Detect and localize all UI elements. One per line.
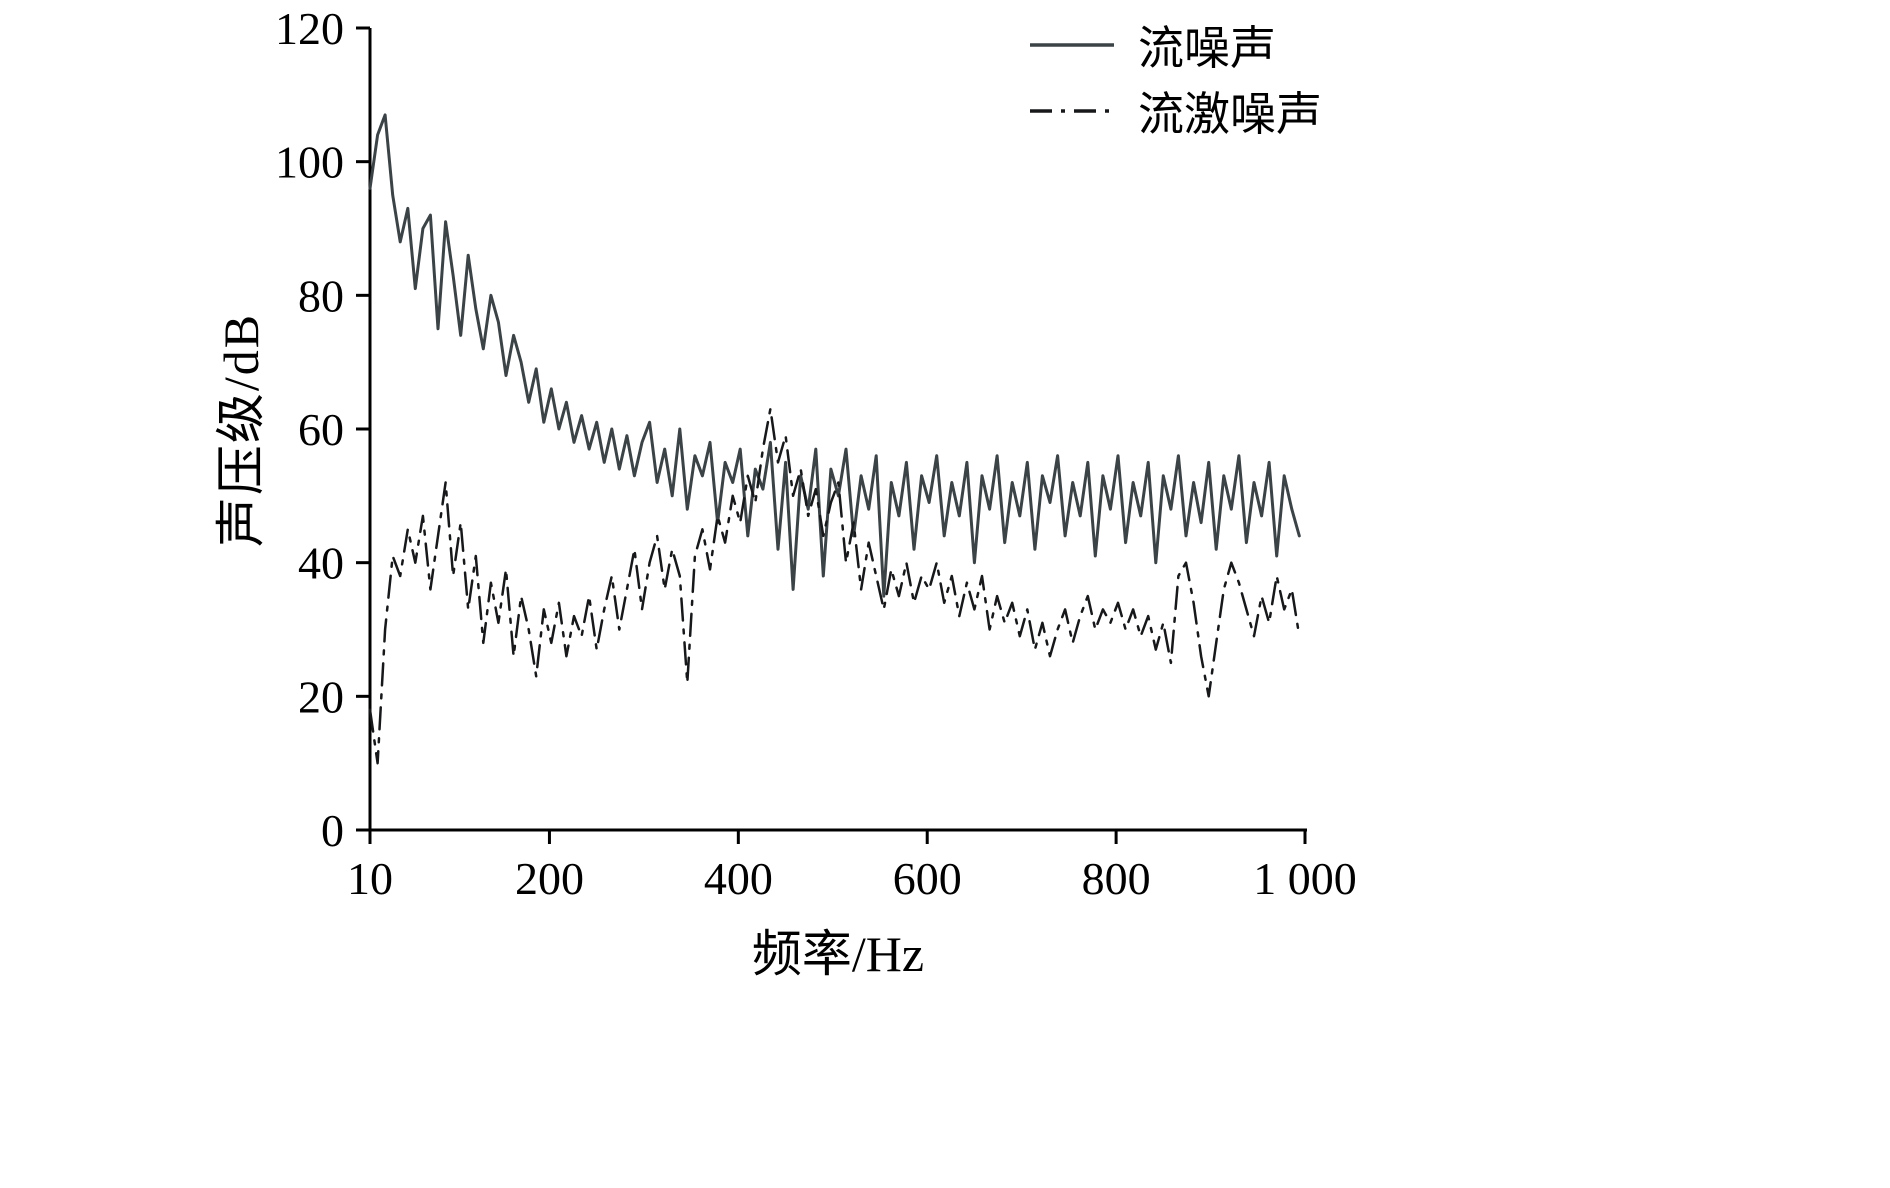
legend-item-flow-noise: 流噪声: [1028, 14, 1322, 76]
legend-label-flow-induced-noise: 流激噪声: [1138, 89, 1322, 140]
x-tick-label: 800: [1082, 853, 1151, 904]
y-tick-label: 20: [298, 671, 344, 722]
y-tick-label: 100: [275, 137, 344, 188]
legend-item-flow-induced-noise: 流激噪声: [1028, 80, 1322, 142]
legend-line-dashdot-icon: [1030, 109, 1114, 113]
legend-line-solid-icon: [1030, 43, 1114, 47]
series-line-1: [368, 407, 1301, 765]
y-tick-label: 0: [321, 805, 344, 856]
series-line-0: [368, 113, 1301, 598]
x-axis-title: 频率/Hz: [751, 926, 925, 982]
y-axis-title: 声压级/dB: [213, 312, 269, 548]
y-tick-label: 120: [275, 3, 344, 54]
legend: 流噪声 流激噪声: [1028, 14, 1322, 142]
y-tick-label: 60: [298, 404, 344, 455]
y-tick-label: 80: [298, 270, 344, 321]
y-tick-label: 40: [298, 538, 344, 589]
x-tick-label: 200: [515, 853, 584, 904]
x-tick-label: 10: [347, 853, 393, 904]
legend-label-flow-noise: 流噪声: [1138, 23, 1276, 74]
x-tick-label: 600: [893, 853, 962, 904]
x-tick-label: 1 000: [1253, 853, 1357, 904]
x-tick-label: 400: [704, 853, 773, 904]
